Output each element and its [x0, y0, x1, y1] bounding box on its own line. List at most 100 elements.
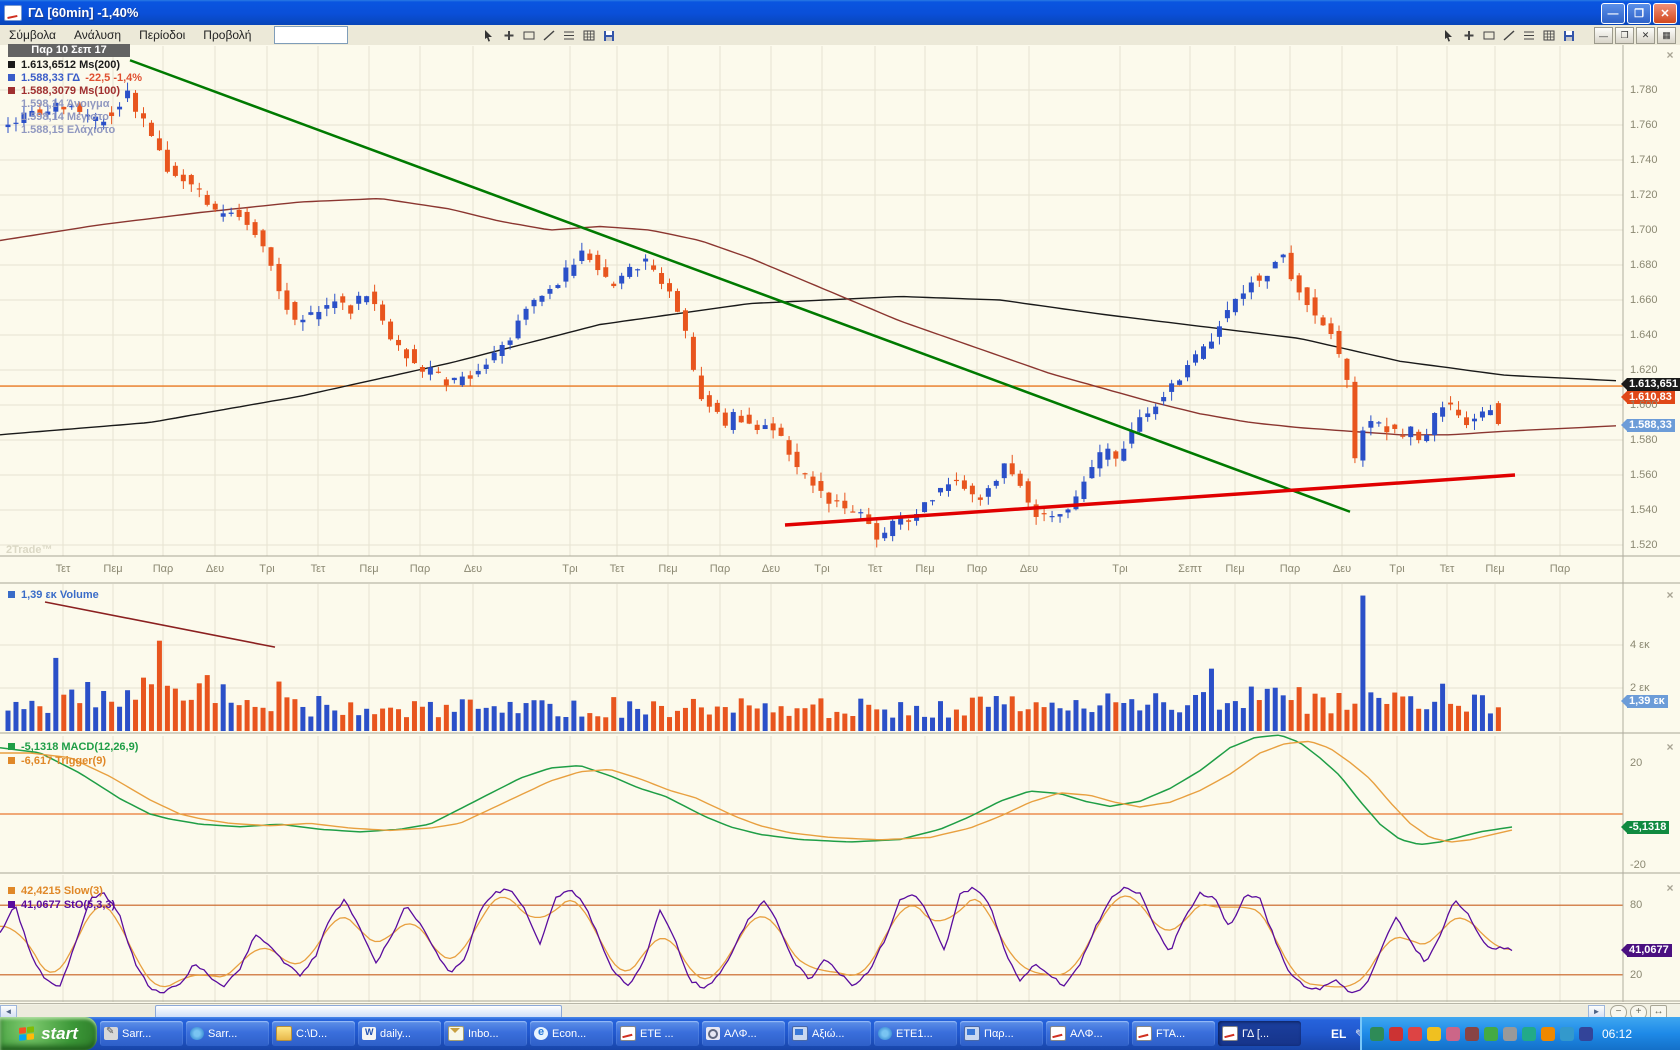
bars-icon[interactable]: [560, 27, 578, 43]
x-axis-label: Πεμ: [359, 563, 379, 575]
tray-icon-10[interactable]: [1541, 1026, 1555, 1041]
windows-logo-icon: [19, 1025, 35, 1042]
tray-icon-2[interactable]: [1389, 1026, 1403, 1041]
taskbar-button-8[interactable]: Αξιώ...: [788, 1021, 871, 1046]
start-button[interactable]: start: [0, 1017, 97, 1050]
legend-volume: 1,39 εκ Volume: [8, 588, 99, 601]
taskbar-button-7[interactable]: ΑΛΦ...: [702, 1021, 785, 1046]
watermark: 2Trade™: [6, 544, 53, 556]
box-icon[interactable]: [1480, 27, 1498, 43]
slow-swatch: [8, 887, 15, 894]
tray-icon-9[interactable]: [1522, 1026, 1536, 1041]
tray-icon-5[interactable]: [1446, 1026, 1460, 1041]
plus-icon[interactable]: [1460, 27, 1478, 43]
close-button[interactable]: ✕: [1653, 3, 1677, 24]
globe-icon: [190, 1027, 204, 1040]
stylus-icon[interactable]: ✎: [1351, 1025, 1368, 1042]
taskbar-button-2[interactable]: C:\D...: [272, 1021, 355, 1046]
x-axis-label: Τρι: [259, 563, 275, 575]
taskbar-button-4[interactable]: Inbo...: [444, 1021, 527, 1046]
last-price-swatch: [8, 74, 15, 81]
tray-icon-3[interactable]: [1408, 1026, 1422, 1041]
chart-icon: [1136, 1026, 1152, 1041]
x-axis-label: Παρ: [1549, 563, 1571, 575]
zoom-in-button[interactable]: +: [1630, 1005, 1647, 1020]
system-tray: 06:12: [1360, 1017, 1680, 1050]
plus-icon[interactable]: [500, 27, 518, 43]
taskbar-button-11[interactable]: ΑΛΦ...: [1046, 1021, 1129, 1046]
taskbar-button-1[interactable]: Sarr...: [186, 1021, 269, 1046]
y-axis-tick: 1.740: [1630, 154, 1658, 166]
minimize-button[interactable]: —: [1601, 3, 1625, 24]
x-axis-label: Τετ: [55, 563, 71, 575]
x-axis-label: Τρι: [562, 563, 578, 575]
x-axis-label: Πεμ: [658, 563, 678, 575]
grid-icon[interactable]: [580, 27, 598, 43]
x-axis-label: Δευ: [463, 563, 483, 575]
menu-3[interactable]: Προβολή: [203, 28, 252, 42]
x-axis-label: Δευ: [205, 563, 225, 575]
save-icon[interactable]: [600, 27, 618, 43]
price-chart-canvas[interactable]: [0, 45, 1680, 1003]
language-indicator[interactable]: EL: [1331, 1026, 1347, 1041]
ms200-price-tag: 1.613,651: [1621, 378, 1680, 391]
tray-icon-8[interactable]: [1503, 1026, 1517, 1041]
save-icon[interactable]: [1560, 27, 1578, 43]
symbol-input[interactable]: [274, 26, 349, 44]
maximize-button[interactable]: ❐: [1627, 3, 1651, 24]
x-axis-label: Τετ: [609, 563, 625, 575]
mdi-control-0[interactable]: —: [1594, 27, 1613, 44]
close-macd-panel-icon[interactable]: ×: [1666, 740, 1674, 754]
taskbar-button-label: ETE ...: [640, 1027, 674, 1040]
taskbar-button-10[interactable]: Παρ...: [960, 1021, 1043, 1046]
close-price-panel-icon[interactable]: ×: [1666, 48, 1674, 62]
taskbar-button-label: daily...: [380, 1027, 411, 1040]
tray-icon-11[interactable]: [1560, 1026, 1574, 1041]
legend-trigger: -6,617 Trigger(9): [8, 754, 106, 767]
line-icon[interactable]: [1500, 27, 1518, 43]
tray-icon-7[interactable]: [1484, 1026, 1498, 1041]
pointer-icon[interactable]: [480, 27, 498, 43]
mdi-control-3[interactable]: ▦: [1657, 27, 1676, 44]
tray-icons: [1370, 1026, 1593, 1041]
y-axis-tick: 1.620: [1630, 364, 1658, 376]
close-stoch-panel-icon[interactable]: ×: [1666, 881, 1674, 895]
mdi-control-2[interactable]: ✕: [1636, 27, 1655, 44]
menu-2[interactable]: Περίοδοι: [139, 28, 186, 42]
taskbar-button-6[interactable]: ETE ...: [616, 1021, 699, 1046]
close-volume-panel-icon[interactable]: ×: [1666, 588, 1674, 602]
tray-icon-6[interactable]: [1465, 1026, 1479, 1041]
taskbar-button-12[interactable]: FTA...: [1132, 1021, 1215, 1046]
box-icon[interactable]: [520, 27, 538, 43]
volume-axis-tick: 4 εκ: [1630, 639, 1650, 651]
taskbar-button-3[interactable]: daily...: [358, 1021, 441, 1046]
tray-icon-12[interactable]: [1579, 1026, 1593, 1041]
monitor-icon: [964, 1026, 980, 1041]
taskbar-button-9[interactable]: ETE1...: [874, 1021, 957, 1046]
mdi-window-controls: — ❐ ✕ ▦: [1594, 27, 1676, 44]
tray-icon-4[interactable]: [1427, 1026, 1441, 1041]
legend-ms100: 1.588,3079 Μs(100): [8, 84, 120, 97]
line-icon[interactable]: [540, 27, 558, 43]
grid-icon[interactable]: [1540, 27, 1558, 43]
taskbar-button-0[interactable]: Sarr...: [100, 1021, 183, 1046]
y-axis-tick: 1.760: [1630, 119, 1658, 131]
taskbar-button-5[interactable]: Econ...: [530, 1021, 613, 1046]
y-axis-tick: 1.720: [1630, 189, 1658, 201]
menu-0[interactable]: Σύμβολα: [9, 28, 56, 42]
y-axis-tick: 1.600: [1630, 399, 1658, 411]
taskbar-button-13[interactable]: ΓΔ [...: [1218, 1021, 1301, 1046]
tray-icon-1[interactable]: [1370, 1026, 1384, 1041]
taskbar-clock[interactable]: 06:12: [1602, 1026, 1633, 1041]
pointer-icon[interactable]: [1440, 27, 1458, 43]
mag-icon: [706, 1027, 720, 1040]
title-bar: ΓΔ [60min] -1,40% — ❐ ✕: [0, 0, 1680, 25]
x-axis-label: Σεπτ: [1178, 563, 1202, 575]
stoch-swatch: [8, 901, 15, 908]
legend-low: 1.588,15 Ελάχιστο: [21, 123, 116, 136]
mdi-control-1[interactable]: ❐: [1615, 27, 1634, 44]
stoch-tag: 41,0677: [1621, 944, 1672, 957]
bars-icon[interactable]: [1520, 27, 1538, 43]
menu-1[interactable]: Ανάλυση: [74, 28, 122, 42]
x-axis-label: Πεμ: [103, 563, 123, 575]
